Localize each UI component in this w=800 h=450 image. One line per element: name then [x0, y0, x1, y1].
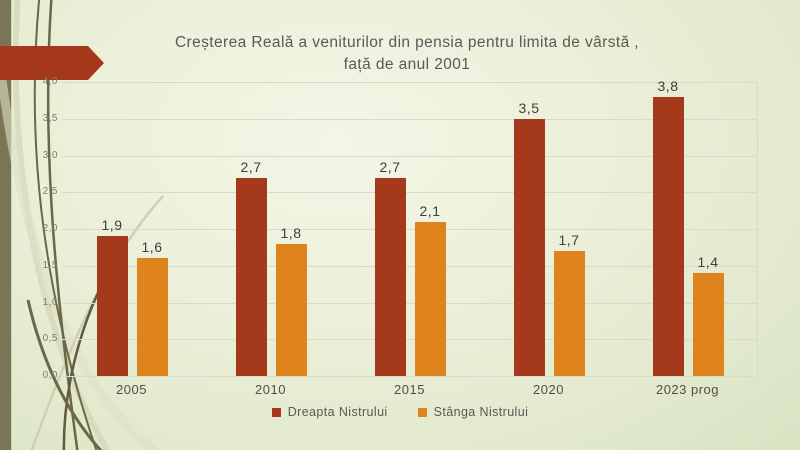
bar-2005-Dreapta Nistrului	[96, 236, 128, 376]
bar-2015-Dreapta Nistrului	[374, 177, 406, 376]
legend-label: Dreapta Nistrului	[287, 405, 388, 419]
y-tick-label: 0,5	[42, 333, 58, 345]
y-tick-label: 3,5	[42, 112, 58, 124]
x-category-label: 2005	[116, 382, 147, 397]
y-tick-label: 4,0	[42, 76, 58, 87]
y-tick-label: 2,5	[42, 186, 58, 198]
chart-title-line1: Creșterea Reală a veniturilor din pensia…	[174, 34, 640, 51]
chart-title-line2: față de anul 2001	[343, 56, 471, 73]
bar-2015-Stânga Nistrului	[414, 221, 446, 376]
x-category-label: 2023 prog	[655, 382, 720, 397]
bar-2010-Stânga Nistrului	[275, 243, 307, 376]
bar-value-label: 1,7	[558, 232, 580, 249]
legend-swatch-icon	[271, 407, 281, 417]
chart-legend: Dreapta Nistrului Stânga Nistrului	[0, 405, 800, 419]
legend-item-1: Dreapta Nistrului	[271, 405, 388, 419]
bar-2005-Stânga Nistrului	[136, 258, 168, 376]
legend-label: Stânga Nistrului	[433, 405, 529, 419]
bar-2023 prog-Dreapta Nistrului	[652, 96, 684, 376]
bar-value-label: 2,7	[379, 158, 401, 175]
right-gridline	[757, 82, 758, 376]
bar-value-label: 1,8	[280, 224, 302, 241]
y-tick-label: 3,0	[42, 149, 58, 161]
y-tick-label: 1,0	[42, 296, 58, 308]
gridline	[62, 376, 757, 377]
bar-2010-Dreapta Nistrului	[235, 177, 267, 376]
x-category-label: 2020	[533, 382, 564, 397]
bar-2020-Dreapta Nistrului	[513, 118, 545, 376]
bar-2020-Stânga Nistrului	[553, 251, 585, 376]
y-tick-label: 2,0	[42, 223, 58, 234]
y-tick-label: 1,5	[42, 259, 58, 271]
y-tick-label: 0,0	[42, 370, 58, 381]
gridline	[62, 229, 757, 230]
bar-value-label: 2,1	[419, 202, 441, 219]
bar-value-label: 3,5	[518, 99, 540, 116]
legend-item-2: Stânga Nistrului	[417, 405, 529, 419]
chart-title: Creșterea Reală a veniturilor din pensia…	[50, 32, 764, 76]
legend-swatch-icon	[417, 407, 427, 417]
gridline	[62, 118, 757, 120]
gridline	[62, 192, 757, 194]
bar-value-label: 2,7	[240, 158, 262, 175]
x-category-label: 2015	[394, 382, 425, 397]
gridline	[62, 265, 757, 267]
x-category-label: 2010	[255, 382, 286, 397]
gridline	[62, 155, 757, 157]
gridline	[62, 339, 757, 341]
bar-value-label: 3,8	[657, 77, 679, 94]
gridline	[62, 302, 757, 304]
bar-value-label: 1,4	[697, 254, 719, 271]
bar-2023 prog-Stânga Nistrului	[692, 273, 724, 376]
bar-value-label: 1,9	[101, 217, 123, 234]
bar-value-label: 1,6	[141, 239, 163, 256]
gridline	[62, 82, 757, 83]
